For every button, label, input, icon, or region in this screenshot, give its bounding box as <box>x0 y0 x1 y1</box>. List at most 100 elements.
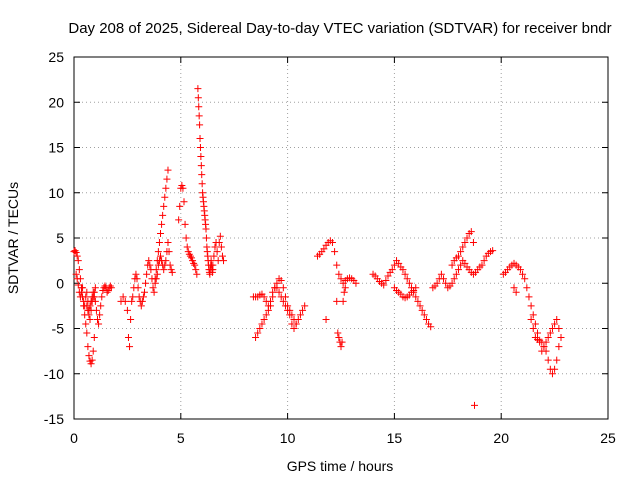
data-point <box>154 248 162 256</box>
data-point <box>457 261 465 269</box>
data-point <box>399 266 407 274</box>
data-point <box>142 279 150 287</box>
data-point <box>452 270 460 278</box>
data-point <box>179 184 187 192</box>
data-point <box>529 325 537 332</box>
data-point <box>334 329 342 337</box>
data-point <box>414 297 422 305</box>
data-point <box>75 266 83 274</box>
data-point <box>86 315 94 323</box>
data-point <box>510 284 518 292</box>
data-point <box>87 306 95 314</box>
data-point <box>525 293 533 301</box>
data-point <box>195 103 203 111</box>
data-point <box>277 277 285 285</box>
data-point <box>202 234 210 242</box>
data-point <box>124 334 132 342</box>
data-point <box>339 297 347 305</box>
data-point <box>534 329 542 337</box>
data-point <box>519 270 527 278</box>
data-point <box>264 306 272 314</box>
data-point <box>162 257 170 265</box>
data-point <box>182 234 190 242</box>
data-point <box>333 261 341 269</box>
data-point <box>352 279 360 287</box>
data-point <box>284 306 292 314</box>
data-point <box>73 275 81 283</box>
x-tick-label: 20 <box>493 430 509 446</box>
data-point <box>557 334 565 342</box>
data-point <box>427 323 435 331</box>
x-tick-label: 10 <box>280 430 296 446</box>
x-tick-label: 5 <box>177 430 185 446</box>
grid <box>74 57 608 419</box>
data-point <box>546 329 554 337</box>
data-point <box>290 325 298 332</box>
data-point <box>164 166 172 174</box>
data-point <box>128 297 136 305</box>
data-point <box>215 239 223 247</box>
data-point <box>331 248 339 256</box>
y-tick-label: 0 <box>56 275 64 291</box>
data-point <box>548 370 556 378</box>
data-point <box>168 268 176 276</box>
data-point <box>299 306 307 314</box>
data-point <box>337 343 345 351</box>
data-point <box>165 248 173 256</box>
data-point <box>210 252 218 260</box>
data-point <box>87 360 95 368</box>
data-point <box>71 247 79 255</box>
data-point <box>422 315 430 323</box>
data-point <box>143 270 151 278</box>
data-point <box>121 297 129 305</box>
data-point <box>96 311 104 319</box>
data-point <box>84 343 92 351</box>
data-point <box>91 284 99 292</box>
data-point <box>294 315 302 323</box>
data-point <box>198 180 206 188</box>
data-point <box>97 302 105 310</box>
data-point <box>437 270 445 278</box>
data-point <box>73 252 81 260</box>
data-point <box>190 259 198 267</box>
data-point <box>448 279 456 287</box>
data-point <box>89 293 97 301</box>
data-point <box>126 343 134 351</box>
data-point <box>275 288 283 296</box>
y-tick-label: 10 <box>48 185 64 201</box>
data-point <box>286 311 294 319</box>
data-point <box>180 198 188 206</box>
data-point <box>267 302 275 310</box>
data-point <box>457 248 465 256</box>
data-point <box>196 134 204 142</box>
data-point <box>85 352 93 360</box>
data-point <box>529 311 537 319</box>
data-point <box>467 228 475 236</box>
data-point <box>82 320 90 328</box>
data-point <box>157 252 165 260</box>
data-point <box>191 261 199 269</box>
data-point <box>82 293 90 301</box>
data-point <box>155 239 163 247</box>
data-point <box>416 302 424 310</box>
data-point <box>133 275 141 283</box>
data-point <box>195 112 203 120</box>
data-point <box>553 315 561 323</box>
data-point <box>149 284 157 292</box>
data-point <box>107 284 115 292</box>
data-point <box>194 85 202 93</box>
data-point <box>90 334 98 342</box>
data-point <box>337 275 345 283</box>
data-point <box>93 315 101 323</box>
data-point <box>538 338 546 346</box>
data-point <box>90 288 98 296</box>
data-point <box>454 252 462 260</box>
y-tick-label: 20 <box>48 94 64 110</box>
data-point <box>196 121 204 129</box>
data-point <box>175 216 183 224</box>
data-point <box>412 284 420 292</box>
data-point <box>450 275 458 283</box>
data-point <box>176 202 184 210</box>
data-point <box>89 347 97 355</box>
